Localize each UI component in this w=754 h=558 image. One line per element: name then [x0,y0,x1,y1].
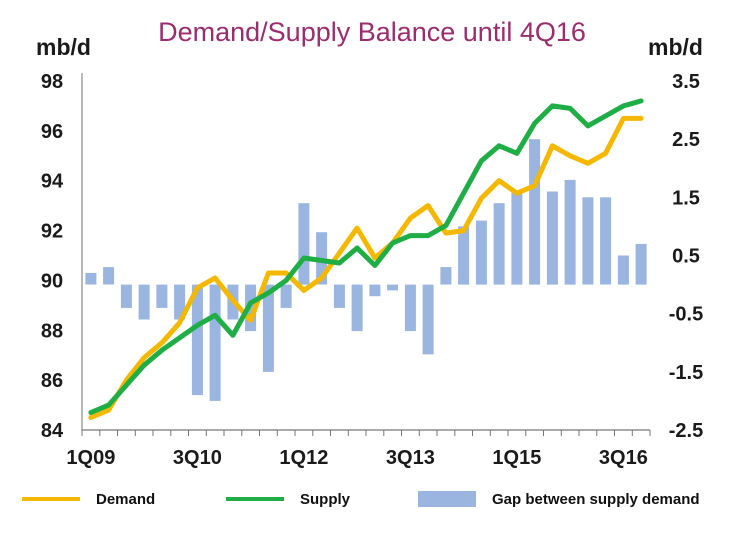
gap-bar [529,139,541,285]
gap-bar [191,284,203,396]
gap-bar [564,179,576,285]
gap-bar [209,284,221,401]
x-tick-label: 1Q12 [279,447,328,469]
gap-bar [262,284,274,372]
left-tick-label: 96 [41,121,63,143]
gap-bar [546,191,558,285]
left-tick-label: 98 [41,71,63,93]
right-tick-label: 1.5 [672,187,700,209]
left-tick-label: 90 [41,270,63,292]
right-tick-label: 2.5 [672,129,700,151]
left-tick-label: 88 [41,320,63,342]
legend-label-demand: Demand [96,491,155,508]
gap-bar [404,284,416,332]
gap-bar [85,272,97,285]
x-tick-label: 3Q10 [173,447,222,469]
right-axis-unit: mb/d [648,34,703,60]
gap-bar [298,203,310,285]
left-tick-label: 86 [41,370,63,392]
gap-bar [617,255,629,285]
right-tick-label: 0.5 [672,246,700,268]
gap-bar [387,284,399,291]
gap-bar [174,284,186,320]
x-tick-label: 3Q16 [599,447,648,469]
legend-swatch-gap-between-supply-demand [418,491,476,507]
gap-bar [458,226,470,285]
left-axis-unit: mb/d [36,34,91,60]
supply-line [88,98,644,415]
left-tick-label: 94 [41,171,64,193]
gap-bar [475,220,487,285]
demand-line [88,115,644,420]
legend-label-supply: Supply [300,491,351,508]
x-tick-label: 3Q13 [386,447,435,469]
gap-bar [351,284,363,332]
gap-bar [156,284,168,308]
gap-bar [440,267,452,285]
x-tick-label: 1Q15 [492,447,541,469]
gap-bar [369,284,381,297]
gap-bar [511,191,523,285]
right-tick-label: -0.5 [669,304,703,326]
gap-bar [333,284,345,308]
gap-bar [493,203,505,285]
legend-label-gap-between-supply-demand: Gap between supply demand [492,491,700,508]
gap-bar [120,284,132,308]
chart-title: Demand/Supply Balance until 4Q16 [158,17,586,47]
left-tick-label: 84 [41,420,64,442]
gap-bar [582,197,594,285]
gap-bar [422,284,434,355]
gap-bar [280,284,292,308]
right-tick-label: 3.5 [672,71,700,93]
x-tick-label: 1Q09 [66,447,115,469]
plot-area: 98 96 94 92 90 88 86 84 3.5 2.5 1.5 0.5 -0.5 -1.5 -2.5… [41,71,703,469]
gap-bar [103,267,115,285]
gap-bar [600,197,612,285]
gap-bar [635,243,647,285]
left-tick-label: 92 [41,221,63,243]
legend: Demand Supply Gap between supply demand [22,491,700,508]
right-tick-label: -1.5 [669,362,703,384]
gap-bar [138,284,150,320]
right-tick-label: -2.5 [669,420,703,442]
